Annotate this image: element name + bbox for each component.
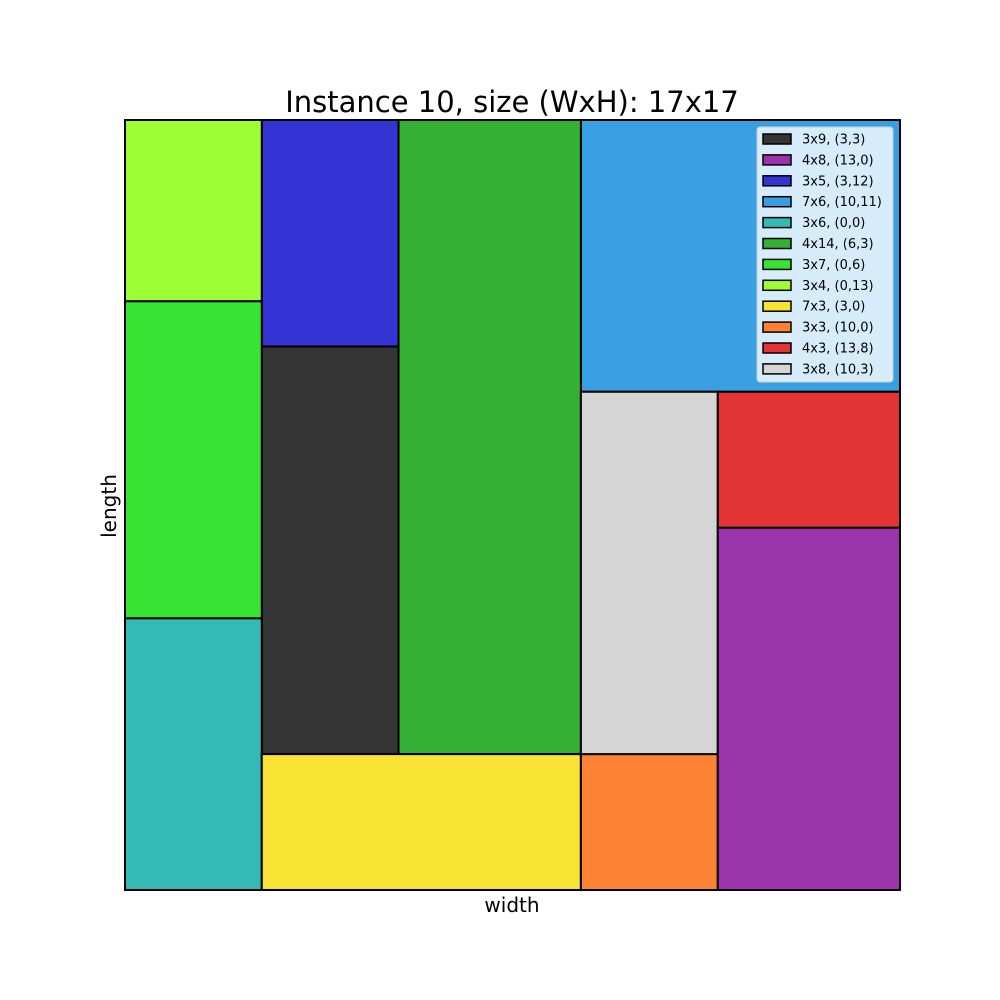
y-axis-label: length (97, 474, 121, 538)
legend-swatch-8 (762, 279, 792, 292)
legend-label-11: 4x3, (13,8) (802, 342, 874, 357)
legend-label-2: 4x8, (13,0) (802, 153, 874, 168)
plot-frame (124, 119, 901, 891)
legend-swatch-12 (762, 363, 792, 375)
legend-swatch-5 (762, 216, 792, 229)
rectangles-layer (124, 119, 901, 892)
legend-label-3: 3x5, (3,12) (802, 174, 874, 189)
legend-swatch-10 (762, 321, 792, 333)
legend-swatch-4 (762, 195, 792, 208)
legend-swatch-6 (762, 237, 792, 250)
legend-label-12: 3x8, (10,3) (802, 362, 874, 377)
rect-2 (716, 526, 901, 891)
rect-1 (260, 345, 400, 756)
legend-box (756, 126, 894, 383)
legend-label-6: 4x14, (6,3) (802, 237, 874, 252)
legend-label-5: 3x6, (0,0) (802, 216, 865, 231)
legend-swatch-7 (762, 258, 792, 271)
legend: 3x9, (3,3) 4x8, (13,0) 3x5, (3,12) 7x6, (10… (756, 126, 894, 383)
rect-9 (260, 753, 582, 892)
legend-swatch-2 (762, 154, 792, 166)
legend-label-7: 3x7, (0,6) (802, 258, 865, 273)
rect-3 (260, 119, 400, 348)
chart-title: Instance 10, size (WxH): 17x17 (285, 85, 739, 119)
legend-swatch-1 (762, 133, 792, 145)
legend-swatch-3 (762, 175, 792, 187)
legend-label-4: 7x6, (10,11) (802, 195, 882, 210)
legend-label-9: 7x3, (3,0) (802, 300, 865, 315)
rect-11 (716, 390, 901, 529)
rect-12 (579, 390, 719, 756)
legend-label-10: 3x3, (10,0) (802, 321, 874, 336)
legend-swatch-9 (762, 300, 792, 312)
rect-5 (124, 617, 263, 891)
rect-6 (397, 119, 582, 756)
rect-10 (579, 753, 719, 892)
rect-7 (124, 300, 263, 620)
x-axis-label: width (484, 893, 539, 917)
legend-label-8: 3x4, (0,13) (802, 279, 874, 294)
legend-swatch-11 (762, 342, 792, 354)
rect-8 (124, 119, 263, 303)
legend-label-1: 3x9, (3,3) (802, 133, 865, 148)
